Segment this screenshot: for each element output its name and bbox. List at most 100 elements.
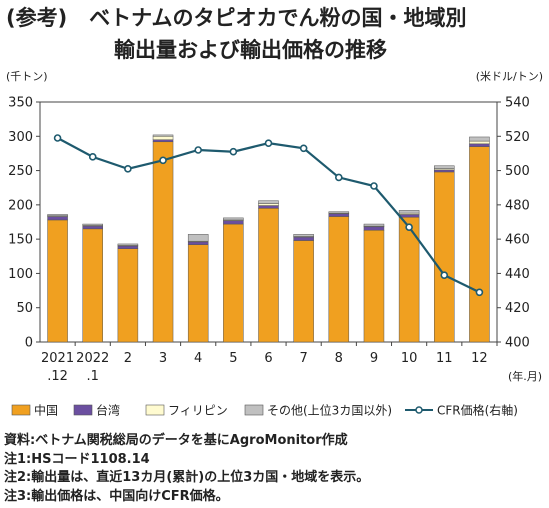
x-tick-label: 4: [194, 351, 202, 366]
bar-segment-0: [328, 216, 350, 343]
y-right-tick-label: 400: [505, 336, 530, 351]
x-tick-label: .12: [47, 369, 68, 384]
chart-title: (参考) ベトナムのタピオカでん粉の国・地域別 輸出量および輸出価格の推移: [6, 2, 467, 62]
x-tick-label: 9: [370, 351, 378, 366]
title-prefix: (参考): [6, 6, 68, 30]
x-tick-label: .1: [87, 369, 99, 384]
bar-segment-3: [117, 243, 139, 246]
cfr-price-point: [440, 271, 449, 279]
x-tick-label: 11: [436, 351, 453, 366]
cfr-price-point: [405, 223, 413, 231]
cfr-price-point: [475, 288, 484, 297]
x-tick-label: 5: [229, 351, 237, 366]
bar-segment-2: [469, 140, 490, 145]
legend-line-marker: [415, 406, 423, 414]
bar-segment-3: [363, 223, 385, 227]
bar-segment-1: [82, 225, 103, 230]
bar-segment-3: [152, 134, 174, 137]
y-right-tick-label: 440: [505, 267, 530, 282]
y-right-unit: (米ドル/トン): [476, 70, 543, 83]
cfr-price-point: [264, 139, 273, 147]
bar-segment-3: [293, 234, 314, 237]
bar-segment-1: [258, 205, 279, 209]
y-left-tick-label: 250: [8, 164, 33, 179]
title-line2: 輸出量および輸出価格の推移: [114, 38, 387, 62]
x-tick-label: 2021: [41, 351, 74, 366]
bar-segment-0: [47, 219, 68, 343]
y-right-tick-label: 500: [505, 164, 530, 179]
cfr-price-point: [299, 144, 308, 153]
bar-segment-1: [223, 220, 244, 225]
legend-label: フィリピン: [168, 404, 228, 418]
bar-segment-3: [398, 210, 420, 214]
cfr-price-point: [194, 146, 202, 154]
cfr-price-point: [229, 147, 238, 156]
x-tick-label: 3: [159, 351, 167, 366]
cfr-price-point: [88, 153, 97, 161]
bar-segment-1: [434, 169, 455, 173]
y-right-tick-label: 520: [505, 130, 530, 145]
bar-segment-1: [293, 236, 314, 241]
bar-segment-0: [258, 208, 279, 343]
x-unit: (年.月): [508, 369, 542, 383]
y-left-tick-label: 200: [8, 198, 33, 213]
bar-segment-2: [152, 136, 174, 140]
y-left-tick-label: 300: [8, 130, 33, 145]
title-line1: ベトナムのタピオカでん粉の国・地域別: [89, 6, 467, 30]
cfr-price-point: [335, 173, 343, 182]
bar-segment-1: [469, 143, 490, 147]
y-right-tick-label: 480: [505, 198, 530, 213]
x-tick-label: 2: [124, 351, 132, 366]
y-left-tick-label: 150: [8, 233, 33, 248]
legend-label: 中国: [34, 403, 58, 418]
legend-swatch-3: [244, 404, 264, 416]
y-left-unit: (千トン): [6, 70, 48, 83]
bar-segment-1: [117, 245, 139, 249]
bar-segment-3: [223, 217, 244, 221]
note-source: 資料:ベトナム関税総局のデータを基にAgroMonitor作成: [4, 433, 348, 448]
note-1: 注1:HSコード1108.14: [4, 451, 150, 467]
y-left-tick-label: 50: [16, 301, 33, 316]
cfr-price-point: [370, 182, 378, 190]
legend-swatch-0: [11, 404, 31, 416]
y-right-tick-label: 420: [505, 301, 530, 316]
bar-segment-0: [293, 240, 314, 343]
bar-segment-0: [82, 228, 103, 343]
bar-segment-3: [434, 165, 455, 169]
bar-segment-1: [328, 213, 350, 217]
legend-label: 台湾: [96, 403, 120, 418]
bar-segment-0: [363, 229, 385, 343]
bar-segment-0: [223, 223, 244, 343]
x-tick-label: 7: [300, 351, 308, 366]
legend-swatch-2: [145, 404, 165, 416]
bar-segment-3: [328, 211, 350, 214]
bar-segment-0: [187, 244, 209, 343]
cfr-price-point: [53, 134, 62, 142]
cfr-price-point: [124, 165, 132, 173]
cfr-price-point: [159, 156, 167, 165]
legend-swatch-1: [73, 404, 93, 416]
y-left-tick-label: 350: [8, 96, 33, 111]
chart-area: 0 50 100 150 200 250 300 350 400 420 440 460 480 500 5…: [6, 70, 543, 418]
y-right-tick-label: 460: [505, 233, 530, 248]
legend-label: CFR価格(右軸): [437, 403, 518, 418]
note-3: 注3:輸出価格は、中国向けCFR価格。: [4, 488, 229, 504]
note-2: 注2:輸出量は、直近13カ月(累計)の上位3カ国・地域を表示。: [4, 470, 370, 485]
bar-segment-3: [469, 136, 490, 142]
y-left-tick-label: 100: [8, 267, 33, 282]
bar-segment-0: [434, 171, 455, 343]
bar-segment-3: [258, 200, 279, 204]
x-tick-label: 10: [401, 351, 418, 366]
y-right-tick-label: 540: [505, 96, 530, 111]
bar-segment-1: [187, 241, 209, 245]
legend-label: その他(上位3カ国以外): [267, 403, 392, 418]
bar-segment-1: [47, 216, 68, 221]
bar-segment-1: [363, 226, 385, 231]
bar-segment-1: [398, 214, 420, 218]
y-left-tick-label: 0: [25, 336, 33, 351]
bar-segment-2: [258, 203, 279, 206]
x-tick-label: 8: [335, 351, 343, 366]
bar-segment-3: [47, 214, 68, 217]
bar-segment-0: [152, 141, 174, 343]
bar-segment-0: [469, 146, 490, 343]
